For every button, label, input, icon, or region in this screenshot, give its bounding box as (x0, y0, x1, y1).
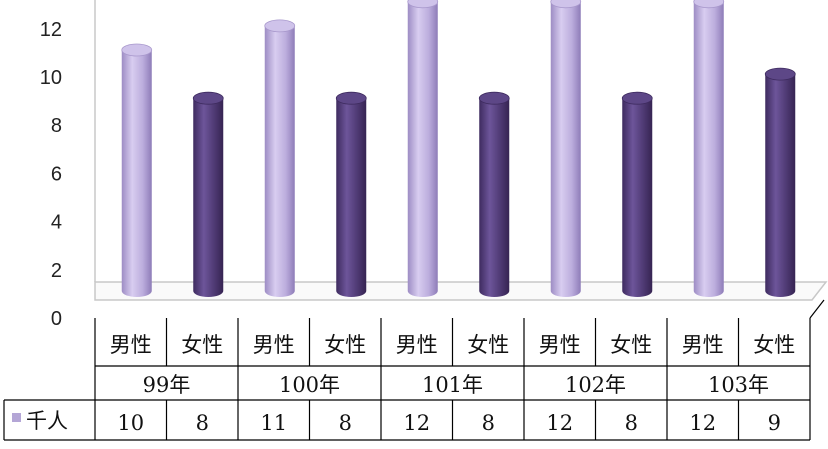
data-value-label: 11 (260, 411, 287, 435)
data-value-label: 12 (546, 411, 573, 435)
bar-top (264, 19, 296, 33)
data-value-label: 8 (196, 411, 209, 435)
bar (192, 91, 224, 297)
bar-body (193, 98, 224, 297)
bar-top (550, 0, 582, 9)
bar-body (407, 1, 438, 298)
bar-top (335, 91, 367, 105)
bar-top (192, 91, 224, 105)
legend-swatch (12, 413, 21, 422)
group-label: 103年 (708, 373, 769, 397)
data-value-label: 8 (625, 411, 638, 435)
data-value-label: 8 (482, 411, 495, 435)
bars (121, 0, 796, 298)
legend-series-name: 千人 (26, 409, 68, 433)
category-label: 男性 (110, 333, 152, 357)
y-tick-label: 6 (51, 163, 62, 185)
bar (550, 0, 582, 298)
category-label: 男性 (682, 333, 724, 357)
y-tick-label: 4 (51, 212, 62, 234)
data-value-label: 8 (339, 411, 352, 435)
bar-body (336, 98, 367, 297)
bar-body (121, 50, 152, 297)
y-tick-label: 2 (51, 260, 62, 282)
bar-top (621, 91, 653, 105)
category-label: 女性 (181, 333, 223, 357)
category-label: 男性 (253, 333, 295, 357)
y-tick-label: 10 (40, 67, 62, 89)
y-tick-label: 12 (40, 19, 62, 41)
bar-top (693, 0, 725, 9)
bar-body (693, 1, 724, 298)
data-value-label: 12 (403, 411, 430, 435)
category-label: 男性 (396, 333, 438, 357)
group-label: 100年 (279, 373, 340, 397)
bar-body (622, 98, 653, 297)
bar-body (765, 74, 796, 297)
group-label: 99年 (143, 373, 191, 397)
category-label: 女性 (610, 333, 652, 357)
y-tick-label: 0 (51, 308, 62, 330)
data-value-label: 12 (689, 411, 716, 435)
category-label: 女性 (753, 333, 795, 357)
bar (121, 43, 153, 297)
group-label: 102年 (565, 373, 626, 397)
bar-body (550, 1, 581, 298)
bar-top (121, 43, 153, 57)
category-label: 男性 (539, 333, 581, 357)
data-table: 男性 女性 男性 女性 男性 女性 男性 女性 男性 女性 99年 100年 101年 102年 103年千… (3, 299, 825, 441)
category-label: 女性 (467, 333, 509, 357)
bar (335, 91, 367, 297)
bar (407, 0, 439, 298)
y-tick-label: 8 (51, 115, 62, 137)
data-value-label: 9 (768, 411, 781, 435)
category-label: 女性 (324, 333, 366, 357)
bar-top (407, 0, 439, 9)
bar (478, 91, 510, 297)
bar (693, 0, 725, 298)
bar (264, 19, 296, 298)
table-edge-line (809, 299, 825, 319)
group-label: 101年 (422, 373, 483, 397)
bar (764, 67, 796, 297)
bar (621, 91, 653, 297)
bar-body (479, 98, 510, 297)
bar-top (764, 67, 796, 81)
bar-body (264, 25, 295, 298)
data-value-label: 10 (117, 411, 144, 435)
bar-top (478, 91, 510, 105)
